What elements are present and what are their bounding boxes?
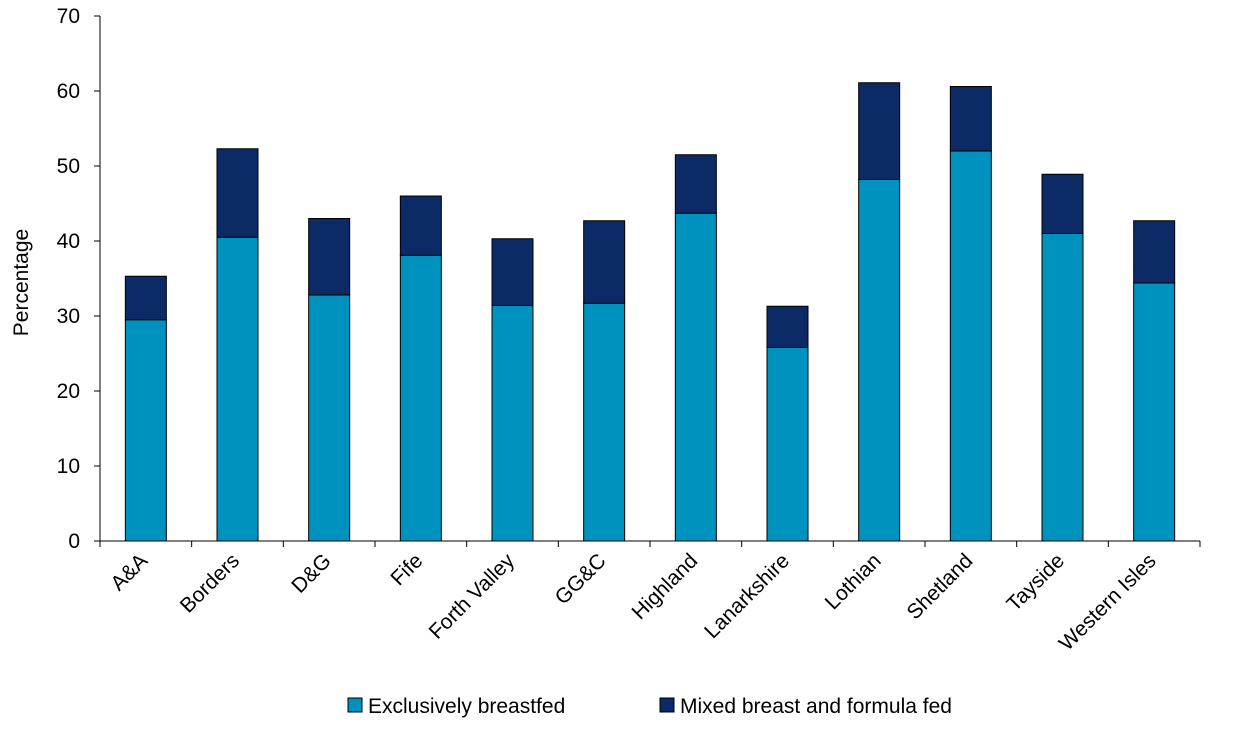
y-tick-label: 40 [57, 230, 80, 253]
x-tick-label: Shetland [902, 549, 977, 624]
x-tick-label: Lothian [821, 549, 886, 614]
x-tick-label: Fife [386, 549, 427, 590]
y-tick-label: 50 [57, 155, 80, 178]
x-tick-label: GG&C [551, 549, 611, 609]
bar-segment-exclusive [674, 212, 717, 542]
bar-segment-exclusive [1041, 233, 1084, 542]
bar-segment-exclusive [124, 319, 167, 542]
x-tick-label: Borders [176, 549, 244, 617]
legend-label: Exclusively breastfed [368, 695, 565, 718]
bar-segment-exclusive [949, 150, 992, 542]
bar-segment-mixed [308, 218, 351, 296]
x-tick-label: Western Isles [1055, 549, 1161, 655]
bar-segment-exclusive [766, 347, 809, 542]
bar-segment-exclusive [399, 254, 442, 542]
y-tick-label: 20 [57, 380, 80, 403]
legend-swatch [659, 697, 675, 713]
bar-segment-mixed [216, 148, 259, 238]
bar-segment-exclusive [858, 179, 901, 542]
y-axis-title: Percentage [10, 229, 33, 336]
bar-segment-mixed [766, 305, 809, 348]
bar-segment-mixed [1133, 220, 1176, 284]
x-tick-label: Lanarkshire [700, 549, 794, 643]
bars [124, 82, 1176, 542]
bar-segment-mixed [674, 154, 717, 214]
bar-segment-mixed [949, 86, 992, 152]
bar-segment-mixed [1041, 173, 1084, 234]
y-tick-label: 30 [57, 305, 80, 328]
y-tick-label: 70 [57, 5, 80, 28]
y-tick-label: 0 [68, 530, 80, 553]
bar-segment-mixed [491, 238, 534, 306]
legend: Exclusively breastfed Mixed breast and fo… [347, 695, 952, 718]
x-tick-label: Highland [627, 549, 702, 624]
y-axis: 0 10 20 30 40 50 60 70 [57, 5, 101, 553]
bar-segment-exclusive [308, 294, 351, 542]
bar-segment-exclusive [1133, 282, 1176, 542]
x-tick-label: Tayside [1002, 549, 1069, 616]
legend-label: Mixed breast and formula fed [680, 695, 952, 718]
bar-segment-mixed [858, 82, 901, 180]
y-tick-label: 60 [57, 80, 80, 103]
x-tick-label: A&A [106, 549, 152, 595]
x-tick-label: Forth Valley [425, 549, 520, 644]
bar-segment-mixed [124, 275, 167, 321]
bar-segment-exclusive [491, 305, 534, 542]
bar-segment-exclusive [583, 302, 626, 542]
x-tick-label: D&G [287, 549, 335, 597]
bar-segment-mixed [583, 220, 626, 304]
bar-segment-exclusive [216, 236, 259, 542]
bar-segment-mixed [399, 195, 442, 256]
y-tick-label: 10 [57, 455, 80, 478]
legend-swatch [347, 697, 363, 713]
